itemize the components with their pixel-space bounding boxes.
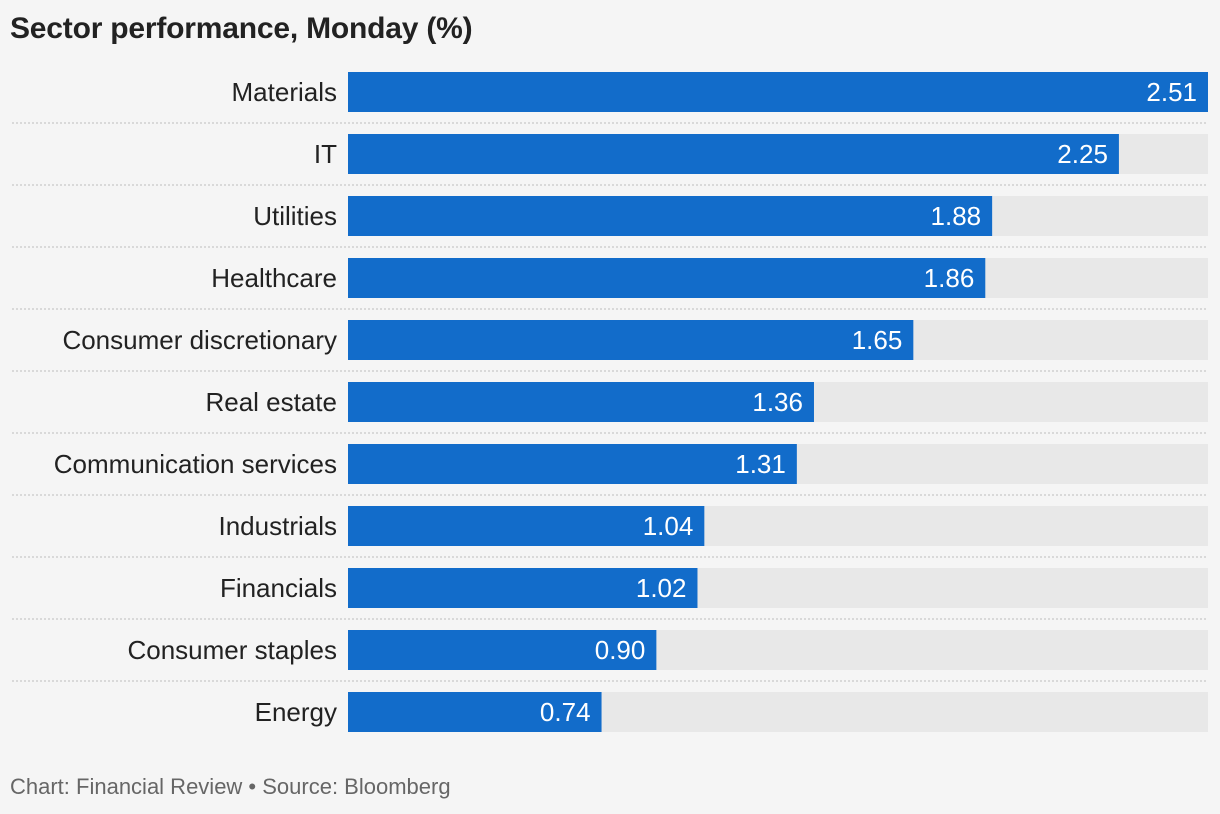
bar-chart: Materials 2.51 IT 2.25 Utilities 1.88 Healthca… [12,72,1208,732]
data-label: 1.65 [852,325,903,355]
bar-industrials [348,506,705,546]
category-label: IT [314,139,337,169]
data-label: 0.74 [540,697,591,727]
bar-materials [348,72,1208,112]
data-label: 2.25 [1057,139,1108,169]
bar-it [348,134,1119,174]
data-label: 0.90 [595,635,646,665]
category-label: Consumer staples [127,635,337,665]
category-label: Communication services [54,449,337,479]
bar-communication-services [348,444,797,484]
data-label: 1.86 [924,263,975,293]
bar-financials [348,568,698,608]
chart-source-credit: Chart: Financial Review • Source: Bloomb… [10,774,451,799]
category-label: Materials [232,77,337,107]
category-label: Industrials [219,511,338,541]
category-label: Utilities [253,201,337,231]
category-label: Financials [220,573,337,603]
category-label: Energy [255,697,337,727]
bar-energy [348,692,602,732]
bar-consumer-discretionary [348,320,914,360]
bar-consumer-staples [348,630,657,670]
data-label: 1.88 [931,201,982,231]
category-label: Real estate [205,387,337,417]
category-label: Healthcare [211,263,337,293]
chart-title: Sector performance, Monday (%) [10,12,473,45]
bar-healthcare [348,258,986,298]
data-label: 1.31 [735,449,786,479]
data-label: 1.02 [636,573,687,603]
bar-utilities [348,196,993,236]
category-label: Consumer discretionary [62,325,337,355]
data-label: 1.04 [643,511,694,541]
data-label: 2.51 [1146,77,1197,107]
data-label: 1.36 [752,387,803,417]
bar-real-estate [348,382,814,422]
